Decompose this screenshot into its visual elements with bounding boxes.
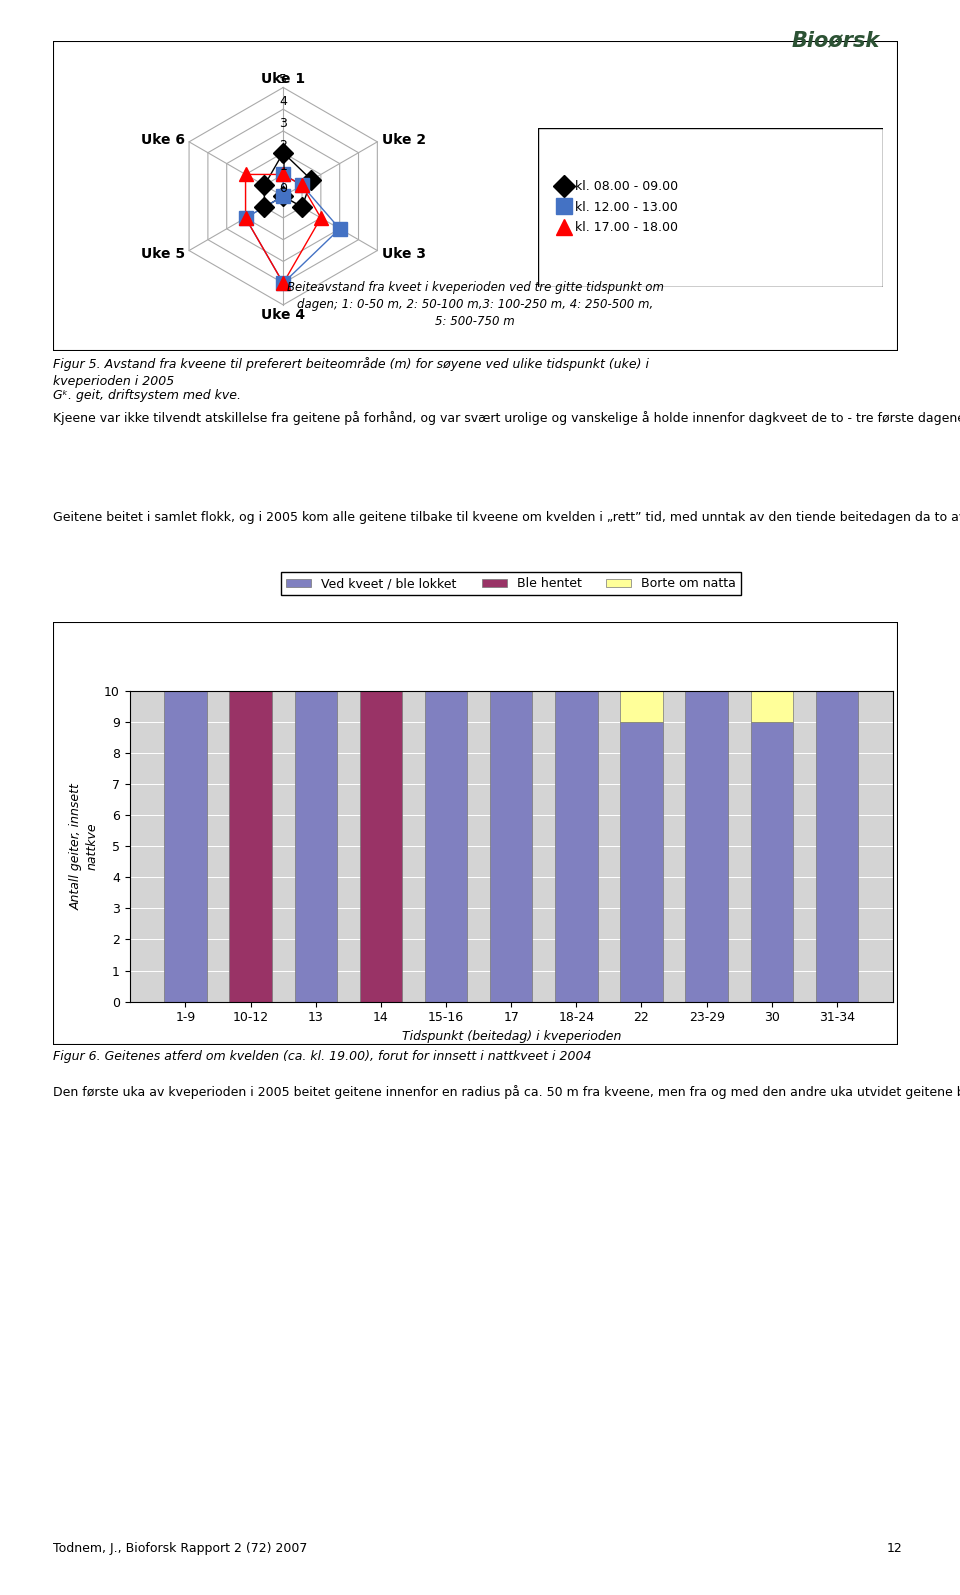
Text: Kjeene var ikke tilvendt atskillelse fra geitene på forhånd, og var svært urolig: Kjeene var ikke tilvendt atskillelse fra… bbox=[53, 412, 960, 426]
Text: Todnem, J., Bioforsk Rapport 2 (72) 2007: Todnem, J., Bioforsk Rapport 2 (72) 2007 bbox=[53, 1542, 307, 1555]
Text: Figur 5. Avstand fra kveene til preferert beiteområde (m) for søyene ved ulike t: Figur 5. Avstand fra kveene til preferer… bbox=[53, 357, 649, 388]
Bar bbox=[751, 721, 793, 1002]
FancyBboxPatch shape bbox=[538, 128, 883, 287]
Legend: Ved kveet / ble lokket, Ble hentet, Borte om natta: Ved kveet / ble lokket, Ble hentet, Bort… bbox=[281, 573, 741, 595]
Text: 0: 0 bbox=[279, 182, 287, 195]
Text: 5: 5 bbox=[279, 73, 287, 86]
Text: Bioørsk: Bioørsk bbox=[791, 30, 879, 49]
Text: Uke 4: Uke 4 bbox=[261, 308, 305, 322]
Text: Uke 5: Uke 5 bbox=[140, 247, 184, 262]
Text: Gᵏ. geit, driftsystem med kve.: Gᵏ. geit, driftsystem med kve. bbox=[53, 389, 241, 402]
Text: Geitene beitet i samlet flokk, og i 2005 kom alle geitene tilbake til kveene om : Geitene beitet i samlet flokk, og i 2005… bbox=[53, 510, 960, 525]
Bar bbox=[295, 691, 337, 1002]
Bar bbox=[360, 691, 402, 1002]
Text: 2: 2 bbox=[279, 139, 287, 152]
Text: Figur 6. Geitenes atferd om kvelden (ca. kl. 19.00), forut for innsett i nattkve: Figur 6. Geitenes atferd om kvelden (ca.… bbox=[53, 1050, 591, 1062]
Text: Uke 1: Uke 1 bbox=[261, 72, 305, 86]
Y-axis label: Antall geiter, innsett
nattkve: Antall geiter, innsett nattkve bbox=[69, 783, 99, 909]
Bar bbox=[164, 691, 206, 1002]
X-axis label: Tidspunkt (beitedag) i kveperioden: Tidspunkt (beitedag) i kveperioden bbox=[401, 1030, 621, 1043]
Legend: kl. 08.00 - 09.00, kl. 12.00 - 13.00, kl. 17.00 - 18.00: kl. 08.00 - 09.00, kl. 12.00 - 13.00, kl… bbox=[554, 175, 684, 239]
Text: 1: 1 bbox=[279, 161, 287, 174]
Text: Uke 2: Uke 2 bbox=[382, 132, 426, 147]
Text: Den første uka av kveperioden i 2005 beitet geitene innenfor en radius på ca. 50: Den første uka av kveperioden i 2005 bei… bbox=[53, 1085, 960, 1099]
Bar bbox=[229, 691, 272, 1002]
Bar bbox=[751, 691, 793, 721]
Text: 4: 4 bbox=[279, 96, 287, 108]
Text: Uke 6: Uke 6 bbox=[141, 132, 184, 147]
Bar bbox=[620, 721, 662, 1002]
Text: Uke 3: Uke 3 bbox=[382, 247, 425, 262]
Bar bbox=[555, 691, 597, 1002]
Text: 3: 3 bbox=[279, 116, 287, 129]
Text: 12: 12 bbox=[887, 1542, 902, 1555]
Bar bbox=[490, 691, 533, 1002]
Bar bbox=[425, 691, 468, 1002]
Text: Beiteavstand fra kveet i kveperioden ved tre gitte tidspunkt om
dagen; 1: 0-50 m: Beiteavstand fra kveet i kveperioden ved… bbox=[287, 281, 663, 327]
Bar bbox=[816, 691, 858, 1002]
Bar bbox=[685, 691, 728, 1002]
Bar bbox=[620, 691, 662, 721]
